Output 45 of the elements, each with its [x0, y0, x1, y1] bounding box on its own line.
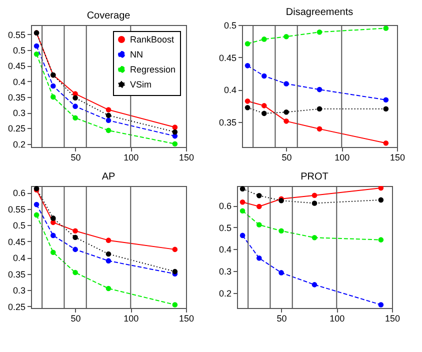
- y-tick-label: 0.35: [8, 269, 26, 280]
- chart-title: AP: [102, 172, 116, 182]
- y-tick-label: 0.45: [8, 236, 26, 247]
- y-tick-label: 0.4: [12, 253, 26, 264]
- y-tick-label: 0.2: [218, 288, 232, 298]
- x-tick-label: 150: [178, 314, 194, 324]
- x-tick-label: 150: [178, 152, 194, 162]
- y-tick-label: 0.4: [224, 85, 236, 96]
- legend-label: Regression: [130, 64, 176, 74]
- y-tick-label: 0.35: [218, 117, 236, 128]
- y-tick-label: 0.6: [218, 201, 232, 212]
- y-tick-label: 0.35: [8, 92, 26, 102]
- y-tick-label: 0.4: [12, 76, 26, 87]
- x-tick-label: 50: [276, 314, 287, 324]
- x-tick-label: 50: [70, 314, 81, 324]
- x-tick-label: 100: [124, 314, 139, 324]
- x-tick-label: 50: [70, 152, 81, 162]
- x-tick-label: 50: [282, 152, 292, 162]
- x-tick-label: 100: [124, 152, 139, 162]
- x-tick-label: 100: [334, 152, 350, 162]
- y-tick-label: 0.5: [224, 20, 236, 30]
- legend-label: VSim: [130, 80, 152, 90]
- y-tick-label: 0.3: [218, 266, 232, 276]
- y-tick-label: 0.3: [12, 286, 26, 296]
- y-tick-label: 0.5: [12, 220, 26, 231]
- y-tick-label: 0.45: [8, 61, 26, 72]
- y-tick-label: 0.5: [218, 222, 232, 233]
- x-tick-label: 150: [390, 152, 406, 162]
- chart-title: Disagreements: [286, 7, 354, 18]
- y-tick-label: 0.2: [12, 139, 26, 150]
- chart-title: Coverage: [86, 10, 131, 22]
- y-tick-label: 0.55: [8, 204, 26, 214]
- chart-title: PROT: [300, 172, 328, 182]
- y-tick-label: 0.3: [12, 108, 26, 118]
- x-tick-label: 150: [384, 314, 400, 324]
- x-tick-label: 100: [330, 314, 345, 324]
- y-tick-label: 0.25: [8, 302, 26, 312]
- y-tick-label: 0.55: [8, 30, 26, 40]
- legend-label: NN: [130, 50, 143, 60]
- y-tick-label: 0.6: [12, 188, 26, 198]
- legend-label: RankBoost: [130, 34, 175, 44]
- y-tick-label: 0.4: [218, 244, 232, 255]
- y-tick-label: 0.45: [218, 52, 236, 63]
- y-tick-label: 0.5: [12, 46, 26, 56]
- y-tick-label: 0.25: [8, 124, 26, 134]
